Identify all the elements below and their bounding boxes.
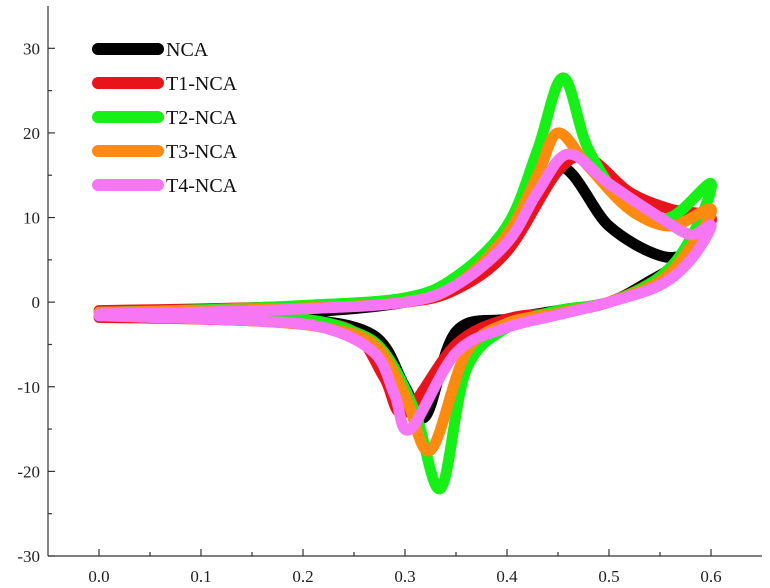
legend-label-1: T1-NCA xyxy=(166,73,238,95)
legend-label-2: T2-NCA xyxy=(166,107,238,129)
legend-label-4: T4-NCA xyxy=(166,175,238,197)
x-tick-label: 0.1 xyxy=(190,567,211,586)
legend-label-0: NCA xyxy=(166,39,209,61)
x-tick-label: 0.5 xyxy=(598,567,619,586)
y-tick-label: -20 xyxy=(17,462,40,481)
x-tick-label: 0.2 xyxy=(292,567,313,586)
series-lines xyxy=(93,72,717,495)
legend: NCA T1-NCA T2-NCA T3-NCA T4-NCA xyxy=(92,39,238,197)
x-tick-label: 0.3 xyxy=(394,567,415,586)
y-tick-label: 10 xyxy=(23,209,40,228)
y-tick-label: 20 xyxy=(23,124,40,143)
x-tick-label: 0.0 xyxy=(88,567,109,586)
y-tick-label: 30 xyxy=(23,39,40,58)
y-tick-label: -30 xyxy=(17,547,40,566)
y-tick-label: -10 xyxy=(17,378,40,397)
x-tick-label: 0.4 xyxy=(496,567,518,586)
series-line-4 xyxy=(93,148,717,436)
x-tick-label: 0.6 xyxy=(700,567,721,586)
legend-label-3: T3-NCA xyxy=(166,141,238,163)
y-tick-label: 0 xyxy=(32,293,41,312)
axes: -30 -20 -10 0 10 20 30 0.0 0.1 0.2 0.3 0.4 0.5 0.6 xyxy=(17,6,762,586)
